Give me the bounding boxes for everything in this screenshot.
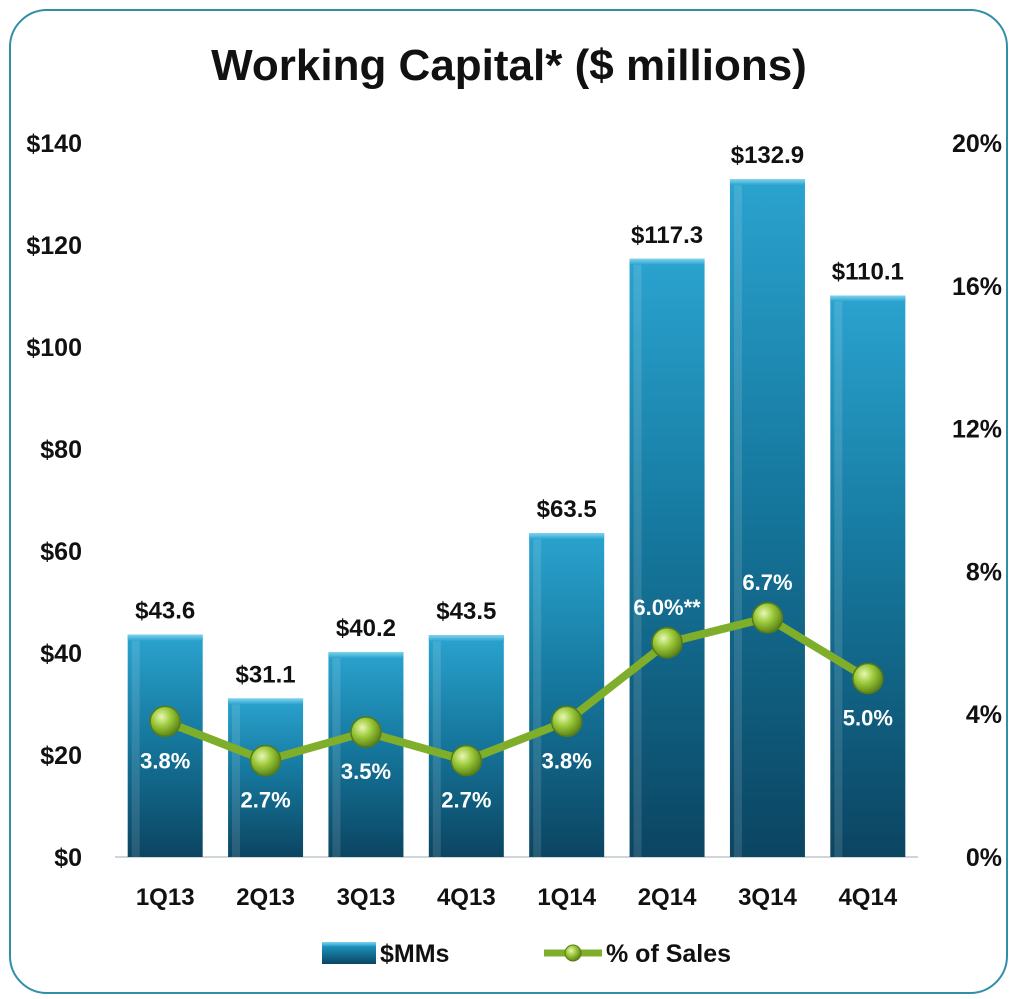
bar-sheen [131, 640, 140, 857]
y-axis-left: $0 $20 $40 $60 $80 $100 $120 $140 [26, 130, 82, 872]
y-right-tick-label: 0% [966, 844, 1002, 872]
percent-value-label: 3.5% [341, 759, 391, 784]
bar-body [729, 179, 805, 857]
bar [127, 634, 203, 857]
legend-bar-swatch [322, 942, 376, 964]
percent-value-label: 6.0%** [633, 595, 701, 620]
bar-top-highlight [127, 634, 203, 641]
percent-marker [450, 744, 483, 777]
x-tick-label: 3Q14 [738, 884, 797, 911]
bar-body [629, 258, 705, 857]
percent-marker [249, 744, 282, 777]
bar-top-highlight [529, 533, 605, 540]
bar-sheen [533, 539, 542, 857]
percent-marker [651, 627, 683, 659]
x-tick-label: 2Q14 [638, 884, 697, 911]
bar-body [228, 698, 304, 857]
percent-value-label: 2.7% [240, 788, 290, 813]
x-tick-label: 4Q13 [437, 884, 496, 911]
bar-top-highlight [228, 698, 304, 705]
bar [729, 179, 805, 857]
x-tick-label: 2Q13 [236, 884, 295, 911]
bar-value-label: $43.5 [436, 598, 496, 625]
percent-line [163, 613, 870, 765]
y-axis-right: 0% 4% 8% 12% 16% 20% [952, 130, 1002, 872]
percent-marker [852, 662, 884, 695]
percent-marker [149, 705, 181, 738]
x-tick-label: 1Q14 [537, 884, 596, 911]
y-right-tick-label: 8% [966, 558, 1002, 586]
bar-top-highlight [328, 651, 404, 658]
bar [228, 698, 304, 857]
bar-sheen [332, 657, 341, 857]
legend-bar-label: $MMs [380, 940, 449, 968]
y-left-tick-label: $100 [26, 334, 82, 362]
y-left-tick-label: $0 [54, 844, 82, 872]
percent-value-label: 6.7% [742, 570, 792, 595]
bar-series [127, 179, 906, 857]
percent-line-series: 3.8% 2.7% 3.5% 2.7% 3.8% 6.0%** 6.7% 5.0% [140, 570, 893, 813]
bar-value-label: $31.1 [236, 661, 296, 688]
y-left-tick-label: $80 [40, 436, 82, 464]
legend: $MMs % of Sales [322, 940, 731, 968]
chart-frame [9, 9, 1008, 994]
y-left-tick-label: $20 [40, 742, 82, 770]
bar [830, 295, 906, 857]
bar-value-label: $110.1 [832, 258, 904, 285]
percent-marker [350, 716, 382, 748]
y-left-tick-label: $140 [26, 130, 82, 158]
bar-value-label: $117.3 [631, 222, 703, 249]
bar-value-label: $132.9 [731, 142, 804, 169]
bar-value-labels: $43.6 $31.1 $40.2 $43.5 $63.5 $117.3 $132.9 $11… [135, 142, 904, 688]
bar [328, 651, 404, 857]
y-right-tick-label: 12% [952, 416, 1002, 444]
bar-sheen [733, 185, 742, 857]
legend-bar-swatch-top [322, 942, 376, 946]
x-tick-label: 1Q13 [136, 884, 195, 911]
bar-sheen [232, 704, 241, 857]
bar-value-label: $43.6 [135, 598, 195, 625]
y-left-tick-label: $120 [26, 232, 82, 260]
bar-value-label: $40.2 [336, 615, 396, 642]
bar-body [328, 651, 404, 857]
bar-value-label: $63.5 [537, 496, 597, 523]
x-axis: 1Q13 2Q13 3Q13 4Q13 1Q14 2Q14 3Q14 4Q14 [136, 884, 898, 911]
percent-value-label: 2.7% [441, 788, 491, 813]
legend-line-marker [564, 944, 582, 962]
y-right-tick-label: 16% [952, 273, 1002, 301]
bar-sheen [834, 301, 843, 857]
bar [629, 258, 705, 857]
percent-value-label: 5.0% [843, 706, 893, 731]
x-tick-label: 4Q14 [838, 884, 897, 911]
percent-marker [550, 705, 583, 738]
bar-top-highlight [729, 179, 805, 186]
y-right-tick-label: 4% [966, 701, 1002, 729]
bar-body [127, 634, 203, 857]
chart-title: Working Capital* ($ millions) [211, 41, 807, 90]
y-left-tick-label: $40 [40, 640, 82, 668]
y-left-tick-label: $60 [40, 538, 82, 566]
percent-marker [751, 602, 784, 634]
percent-value-label: 3.8% [542, 748, 592, 773]
bar-top-highlight [428, 635, 504, 642]
x-tick-label: 3Q13 [337, 884, 396, 911]
legend-line-label: % of Sales [606, 940, 731, 968]
bar-body [830, 295, 906, 857]
bar [529, 533, 605, 857]
percent-value-label: 3.8% [140, 748, 190, 773]
bar-sheen [633, 264, 642, 857]
y-right-tick-label: 20% [952, 130, 1002, 158]
bar-top-highlight [629, 258, 705, 265]
bar-top-highlight [830, 295, 906, 302]
bar-body [529, 533, 605, 857]
